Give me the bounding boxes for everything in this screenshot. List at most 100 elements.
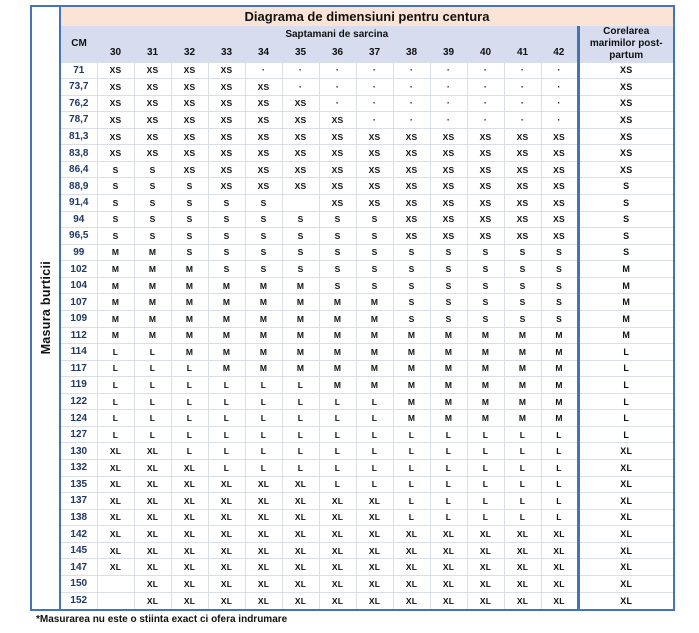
cm-cell: 142: [61, 525, 98, 543]
size-cell: XS: [318, 194, 357, 212]
size-cell: XL: [244, 508, 283, 527]
postpartum-cell: L: [576, 392, 673, 411]
size-cell: XS: [429, 210, 468, 229]
size-cell: XS: [392, 194, 431, 212]
size-cell: XS: [244, 94, 283, 113]
chart-title: Diagrama de dimensiuni pentru centura: [61, 7, 673, 26]
table-row: 137 XL XL XL XL XL XL XL XL L L L L L XL: [61, 492, 673, 510]
size-cell: L: [503, 508, 542, 527]
postpartum-cell: XL: [576, 459, 673, 477]
size-cell: XL: [540, 591, 579, 609]
size-cell: XL: [170, 475, 209, 494]
size-cell: XS: [281, 144, 320, 162]
size-cell: XL: [133, 574, 172, 593]
header-week-row: 30 31 32 33 34 35 36 37 38 39 40 41 42: [61, 43, 673, 62]
postpartum-cell: XL: [576, 525, 673, 543]
size-chart-frame: Masura burticii Diagrama de dimensiuni p…: [30, 5, 675, 611]
size-cell: XL: [133, 591, 172, 609]
size-cell: L: [207, 442, 246, 460]
size-chart-main: Diagrama de dimensiuni pentru centura CM…: [61, 7, 673, 609]
size-cell: M: [244, 276, 283, 295]
size-cell: L: [170, 376, 209, 394]
cm-cell: 78,7: [61, 111, 98, 129]
size-cell: M: [355, 293, 394, 311]
table-row: 91,4 S S S S S XS XS XS XS XS XS XS S: [61, 194, 673, 212]
size-cell: XL: [540, 574, 579, 593]
size-cell: M: [392, 359, 431, 378]
size-cell: XL: [281, 475, 320, 494]
size-cell: XS: [392, 227, 431, 245]
size-cell: M: [244, 359, 283, 378]
size-cell: ·: [392, 61, 431, 80]
size-cell: XL: [281, 558, 320, 576]
size-cell: L: [133, 392, 172, 411]
postpartum-cell: XL: [576, 558, 673, 576]
size-cell: XL: [392, 525, 431, 543]
size-cell: XL: [244, 541, 283, 560]
postpartum-cell: XS: [576, 111, 673, 129]
size-cell: XL: [318, 492, 357, 510]
size-cell: ·: [355, 78, 394, 96]
size-cell: L: [207, 459, 246, 477]
size-cell: S: [133, 227, 172, 245]
weeks-group-header: Saptamani de sarcina: [97, 26, 578, 43]
table-row: 138 XL XL XL XL XL XL XL XL L L L L L XL: [61, 508, 673, 527]
size-cell: XL: [207, 591, 246, 609]
size-cell: M: [429, 376, 468, 394]
size-cell: XL: [244, 558, 283, 576]
size-cell: XS: [133, 78, 172, 96]
size-cell: XL: [207, 525, 246, 543]
size-cell: M: [540, 326, 579, 345]
size-cell: L: [318, 475, 357, 494]
size-cell: [96, 591, 135, 609]
size-cell: L: [355, 425, 394, 444]
cm-cell: 94: [61, 210, 98, 229]
postpartum-cell: S: [576, 210, 673, 229]
size-cell: M: [540, 376, 579, 394]
postpartum-cell: S: [576, 243, 673, 262]
size-cell: XS: [540, 227, 579, 245]
size-cell: M: [466, 409, 505, 427]
size-cell: S: [133, 177, 172, 195]
size-cell: M: [318, 343, 357, 361]
size-cell: M: [355, 309, 394, 328]
cm-cell: 71: [61, 61, 98, 80]
size-cell: ·: [540, 61, 579, 80]
size-cell: XL: [466, 574, 505, 593]
size-cell: S: [207, 243, 246, 262]
cm-cell: 152: [61, 591, 98, 609]
size-cell: L: [355, 442, 394, 460]
size-cell: ·: [318, 61, 357, 80]
size-cell: S: [96, 160, 135, 179]
size-cell: XL: [207, 508, 246, 527]
size-cell: M: [281, 343, 320, 361]
size-cell: ·: [429, 78, 468, 96]
size-cell: XS: [392, 144, 431, 162]
size-cell: L: [281, 409, 320, 427]
size-cell: M: [96, 309, 135, 328]
size-cell: XS: [429, 177, 468, 195]
size-cell: XS: [466, 144, 505, 162]
size-cell: XL: [244, 475, 283, 494]
size-cell: S: [466, 276, 505, 295]
size-cell: M: [170, 276, 209, 295]
size-cell: XS: [96, 144, 135, 162]
size-cell: XL: [540, 525, 579, 543]
size-cell: XS: [207, 78, 246, 96]
size-cell: S: [244, 194, 283, 212]
size-cell: M: [281, 326, 320, 345]
size-cell: XL: [429, 558, 468, 576]
size-cell: XS: [466, 160, 505, 179]
size-cell: L: [429, 508, 468, 527]
size-cell: XS: [96, 111, 135, 129]
size-cell: S: [207, 260, 246, 278]
cm-cell: 124: [61, 409, 98, 427]
size-cell: S: [429, 309, 468, 328]
table-row: 96,5 S S S S S S S S XS XS XS XS XS S: [61, 227, 673, 245]
table-row: 81,3 XS XS XS XS XS XS XS XS XS XS XS XS XS XS: [61, 127, 673, 146]
size-cell: S: [503, 260, 542, 278]
size-cell: XS: [207, 127, 246, 146]
size-cell: XS: [540, 160, 579, 179]
size-cell: L: [170, 359, 209, 378]
size-cell: S: [318, 276, 357, 295]
